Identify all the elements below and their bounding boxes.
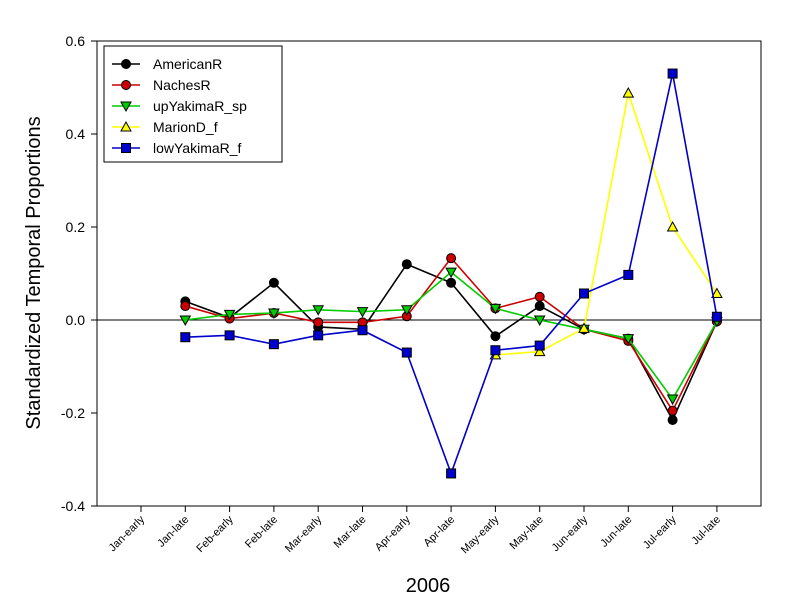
data-point (533, 345, 546, 357)
data-point (667, 68, 678, 79)
legend-entry-mariond-f: MarionD_f (112, 119, 218, 135)
legend-marker (120, 101, 132, 113)
x-axis: Jan-early Jan-late Feb-early Feb-late Mar-ea… (107, 506, 723, 556)
x-tick-label: Jul-early (641, 513, 679, 551)
x-tick-label: Jan-late (155, 514, 191, 550)
data-point (578, 322, 590, 333)
data-point (223, 309, 236, 321)
data-point (666, 394, 679, 406)
y-tick-label: 0.0 (66, 312, 86, 328)
x-tick-label: Apr-late (421, 514, 457, 550)
data-point (400, 305, 413, 316)
data-point (533, 315, 546, 327)
legend-label: upYakimaR_sp (153, 98, 247, 114)
data-point (667, 414, 678, 425)
x-tick-label: Jan-early (107, 513, 148, 554)
data-point (446, 277, 457, 288)
data-point (711, 311, 722, 322)
data-point (711, 287, 723, 298)
legend-entry-nachesr: NachesR (112, 77, 211, 93)
data-point (666, 220, 679, 232)
legend-entry-americanr: AmericanR (112, 56, 222, 72)
data-point (312, 305, 325, 316)
x-tick-label: Mar-early (283, 513, 325, 555)
data-point (401, 259, 412, 270)
legend-entry-upyakimar-sp: upYakimaR_sp (112, 98, 247, 114)
data-point (446, 468, 457, 479)
y-tick-label: 0.4 (66, 126, 86, 142)
data-point (445, 267, 457, 279)
x-tick-label: Feb-late (243, 514, 280, 551)
series-upyakimar-sp (179, 267, 723, 406)
series-lowyakimar-f (180, 68, 722, 479)
data-point (489, 303, 502, 315)
data-point (667, 405, 678, 416)
data-point (180, 301, 191, 312)
data-point (622, 334, 635, 345)
data-point (179, 315, 192, 327)
legend-marker (121, 80, 131, 90)
series-line-mariond-f (495, 89, 718, 356)
y-axis: -0.4 -0.2 0.0 0.2 0.4 0.6 (61, 33, 97, 514)
data-point (268, 308, 280, 320)
x-tick-label: Mar-late (332, 514, 369, 551)
data-point (490, 345, 501, 356)
legend-marker (121, 143, 131, 153)
data-point (579, 288, 589, 299)
data-point (622, 87, 635, 98)
data-point (534, 340, 545, 351)
x-tick-label: Apr-early (373, 513, 413, 553)
x-tick-label: Jun-early (550, 513, 591, 554)
data-point (268, 277, 279, 288)
y-tick-label: 0.2 (66, 219, 86, 235)
data-point (623, 269, 634, 280)
x-tick-label: Feb-early (194, 513, 236, 555)
legend-box (103, 45, 283, 163)
legend-label: lowYakimaR_f (153, 140, 242, 156)
plot-area-frame (96, 40, 762, 507)
data-point (534, 291, 545, 302)
y-tick-label: -0.4 (61, 498, 85, 514)
x-tick-label: Jun-late (598, 514, 634, 550)
data-point (446, 253, 457, 264)
y-axis-label: Standardized Temporal Proportions (23, 116, 45, 429)
data-point (313, 317, 324, 328)
x-tick-label: Jul-late (689, 514, 723, 548)
data-point (357, 325, 368, 336)
y-tick-label: -0.2 (61, 405, 85, 421)
x-axis-label: 2006 (406, 575, 451, 597)
series-mariond-f (489, 87, 723, 360)
legend-marker (121, 59, 131, 69)
legend: AmericanR NachesR upYakimaR_sp MarionD_flow… (103, 45, 283, 163)
data-point (356, 307, 369, 318)
data-point (268, 339, 279, 350)
x-tick-label: May-late (508, 514, 546, 552)
series-line-upyakimar-sp (185, 271, 718, 401)
data-point (534, 301, 545, 312)
y-tick-label: 0.6 (66, 33, 86, 49)
legend-label: MarionD_f (153, 119, 218, 135)
data-point (224, 330, 235, 341)
series-layer (179, 68, 723, 479)
legend-label: AmericanR (153, 56, 222, 72)
data-point (180, 332, 191, 343)
data-point (490, 331, 501, 342)
legend-label: NachesR (153, 77, 211, 93)
legend-entry-lowyakimar-f: lowYakimaR_f (112, 140, 242, 156)
legend-marker (120, 120, 132, 132)
data-point (313, 330, 324, 341)
x-tick-label: May-early (459, 513, 502, 556)
data-point (401, 347, 412, 358)
